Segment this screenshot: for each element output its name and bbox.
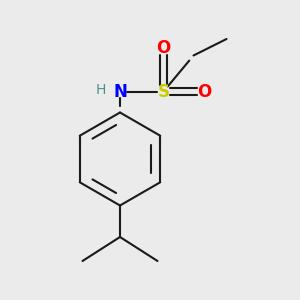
Text: O: O	[156, 39, 171, 57]
Text: O: O	[197, 82, 211, 100]
Text: N: N	[113, 82, 127, 100]
Text: H: H	[95, 83, 106, 97]
Text: S: S	[158, 82, 169, 100]
